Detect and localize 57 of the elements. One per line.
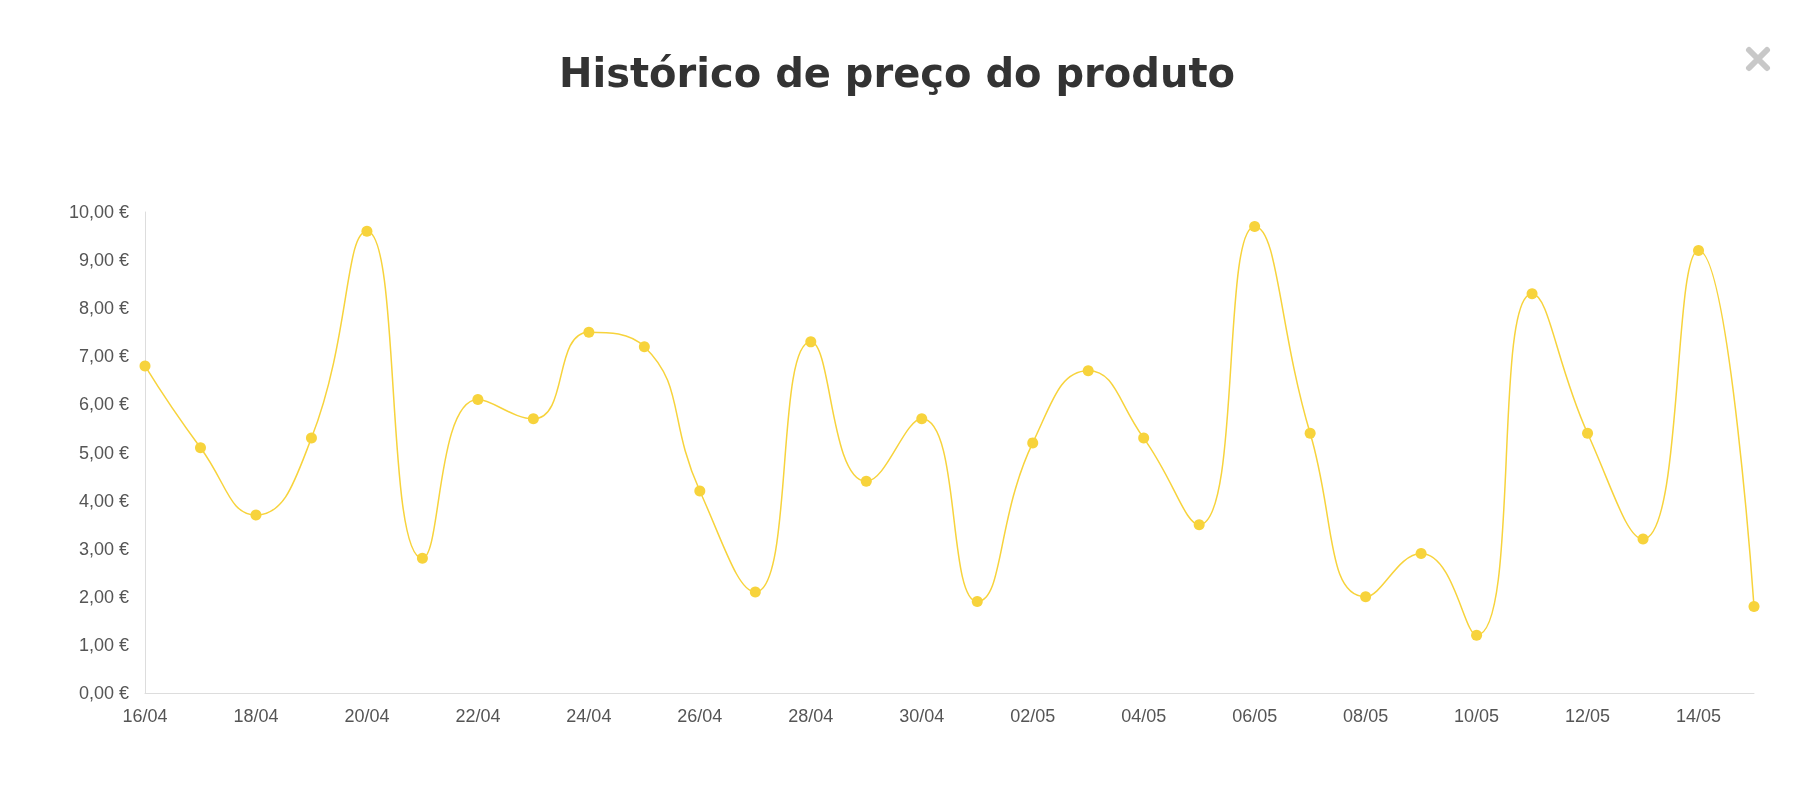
y-tick-label: 2,00 € (78, 586, 129, 607)
x-tick-label: 22/04 (455, 706, 501, 726)
chart-title: Histórico de preço do produto (558, 50, 1236, 96)
x-tick-label: 28/04 (788, 706, 834, 726)
x-tick-label: 16/04 (122, 706, 168, 726)
point (638, 341, 650, 353)
point (1138, 432, 1150, 444)
x-tick-label: 20/04 (344, 706, 390, 726)
point (694, 485, 706, 497)
x-tick-label: 08/05 (1343, 706, 1389, 726)
point (860, 475, 872, 487)
point (1360, 591, 1372, 603)
x-tick-label: 30/04 (899, 706, 945, 726)
point (361, 225, 373, 237)
point (1471, 629, 1483, 641)
point (1249, 220, 1261, 232)
y-tick-label: 10,00 € (68, 202, 129, 222)
point (971, 596, 983, 608)
point (1748, 600, 1760, 612)
point (1193, 519, 1205, 531)
point (1637, 533, 1649, 545)
point (805, 336, 817, 348)
y-tick-label: 6,00 € (78, 394, 129, 415)
point (1693, 244, 1705, 256)
point (527, 413, 539, 425)
x-tick-label: 14/05 (1675, 706, 1722, 726)
point (1582, 427, 1594, 439)
point (1415, 548, 1427, 560)
y-tick-label: 9,00 € (78, 250, 129, 271)
point (1027, 437, 1039, 449)
x-tick-label: 10/05 (1454, 706, 1500, 726)
y-tick-label: 4,00 € (78, 490, 129, 511)
point (472, 394, 484, 406)
point (305, 432, 317, 444)
x-tick-label: 04/05 (1121, 706, 1167, 726)
point (916, 413, 928, 425)
y-tick-label: 3,00 € (78, 538, 129, 559)
y-tick-label: 7,00 € (78, 346, 129, 367)
x-tick-label: 26/04 (677, 706, 723, 726)
x-tick-label: 18/04 (233, 706, 279, 726)
y-tick-label: 1,00 € (78, 634, 129, 655)
point (583, 326, 595, 338)
y-tick-label: 5,00 € (78, 442, 129, 463)
point (139, 360, 151, 372)
point (749, 586, 761, 598)
x-tick-label: 24/04 (566, 706, 612, 726)
y-tick-label: 8,00 € (78, 298, 129, 319)
x-tick-label: 12/05 (1565, 706, 1611, 726)
point (1082, 365, 1094, 377)
x-tick-label: 06/05 (1232, 706, 1278, 726)
point (1526, 288, 1538, 300)
y-tick-label: 0,00 € (78, 683, 129, 703)
point (1304, 427, 1316, 439)
point (416, 552, 428, 564)
point (194, 442, 206, 454)
point (250, 509, 262, 521)
x-tick-label: 02/05 (1010, 706, 1056, 726)
